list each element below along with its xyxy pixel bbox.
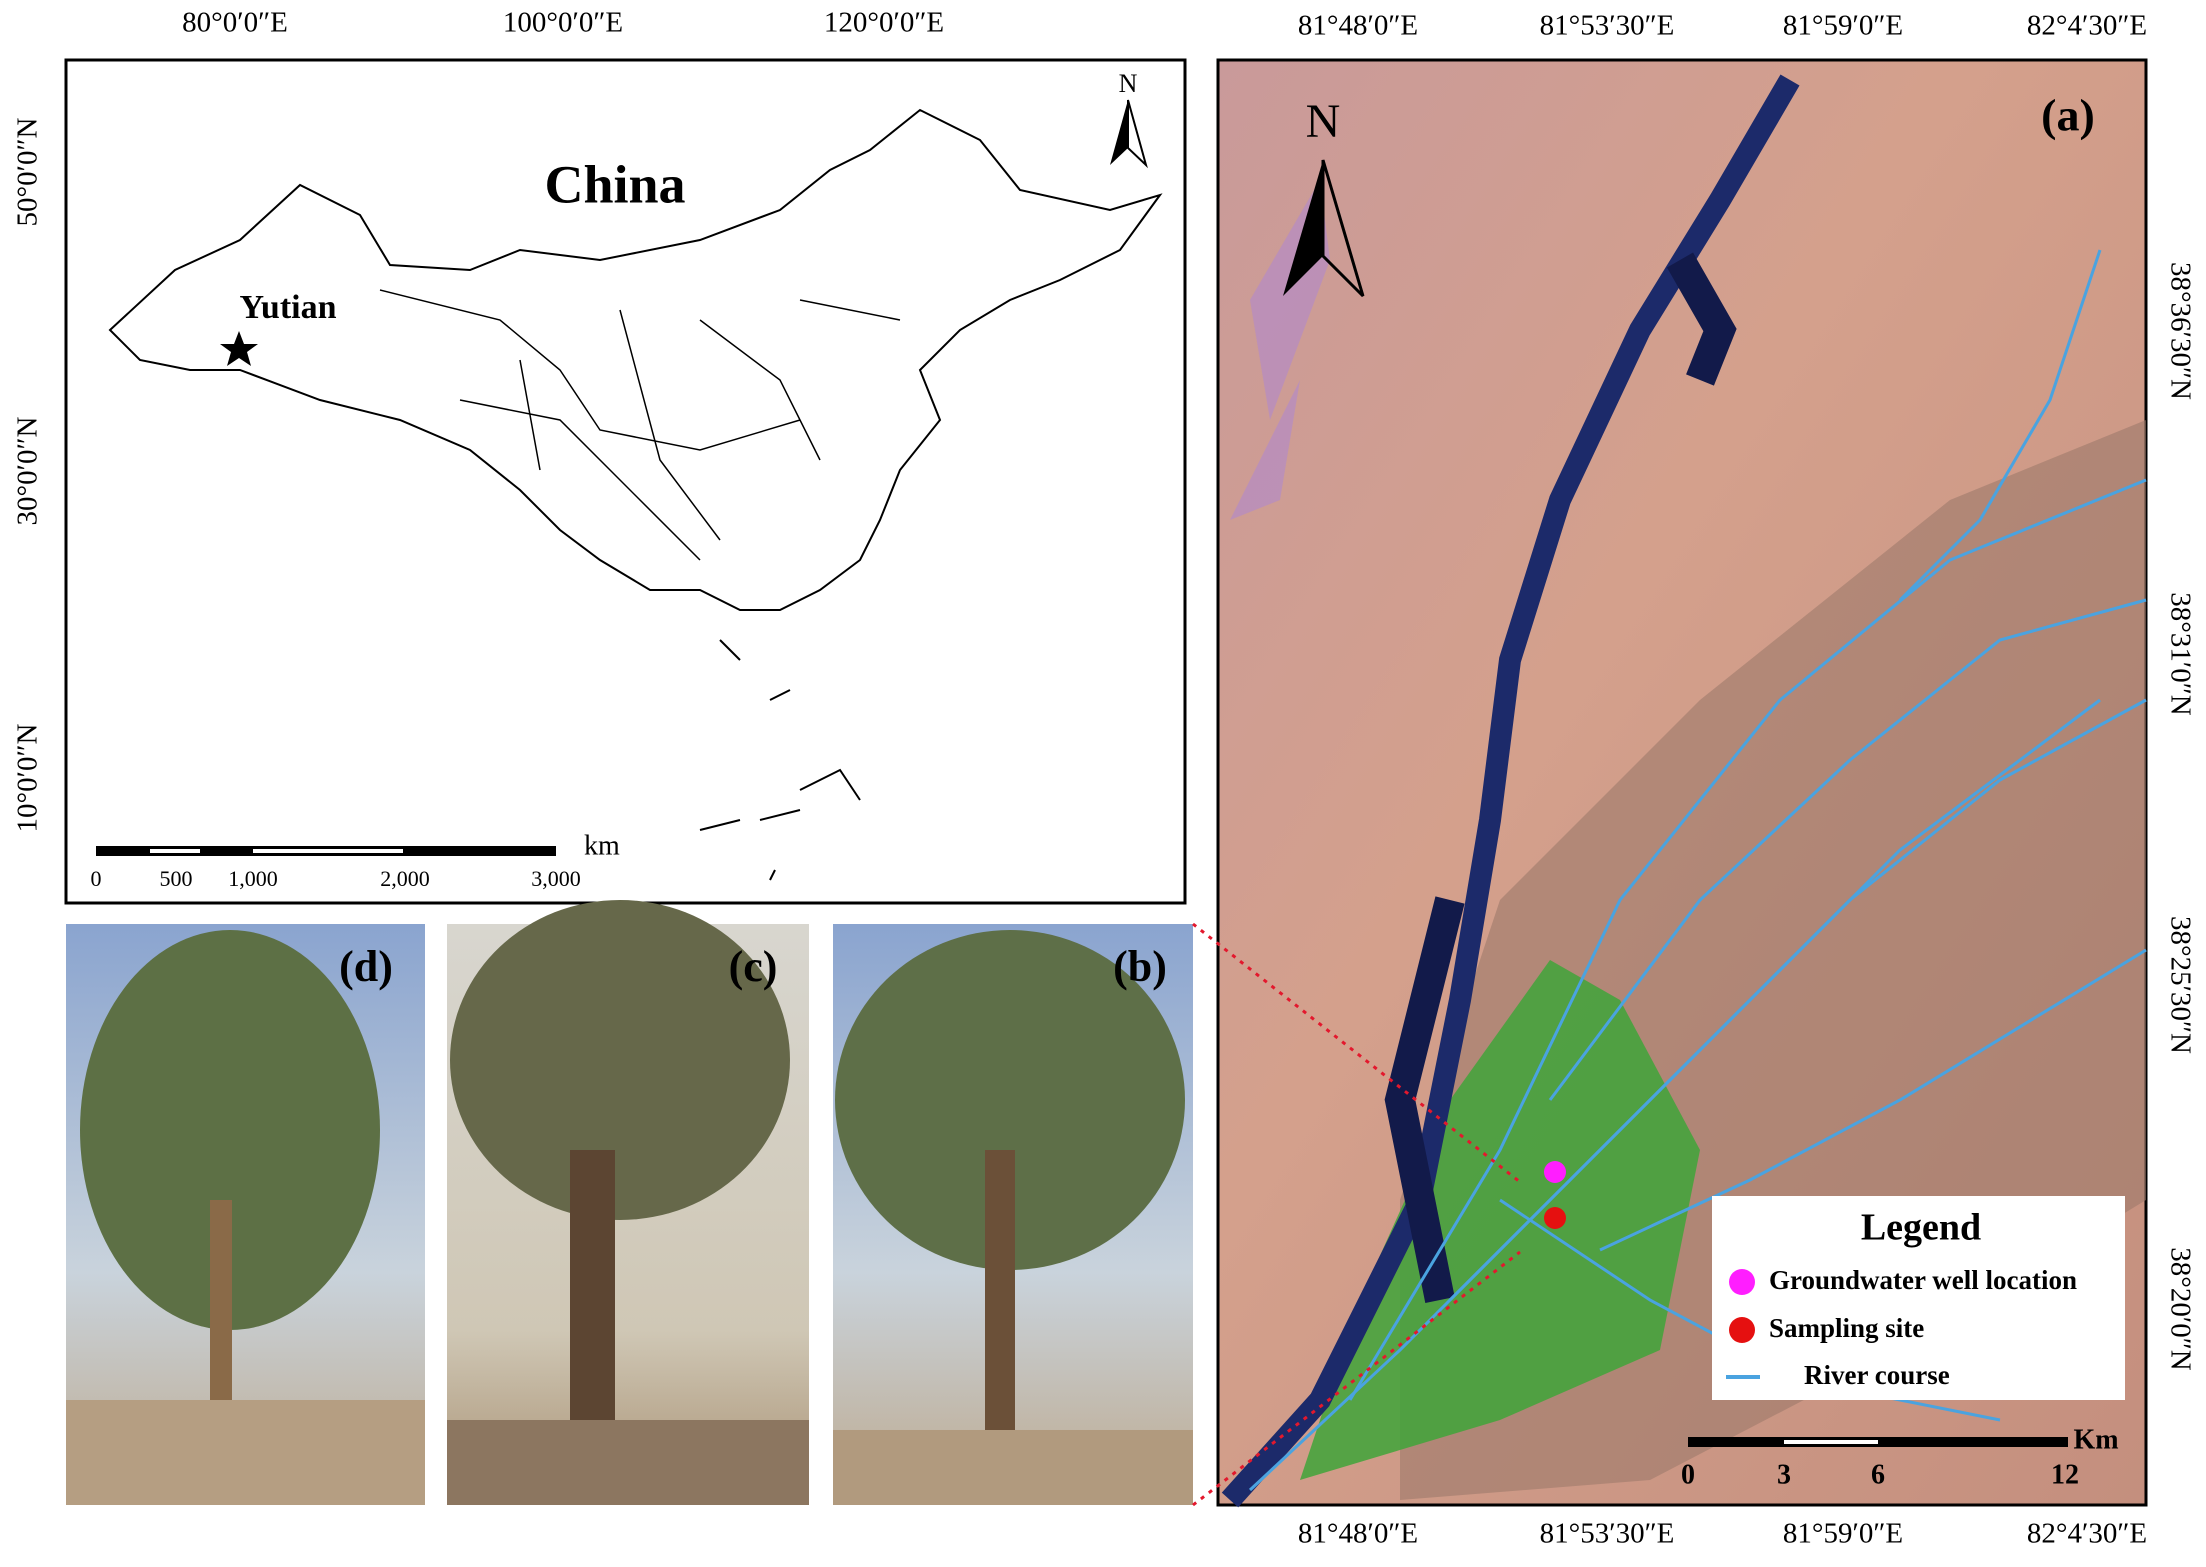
photo-label: (c) bbox=[729, 942, 778, 991]
panel-label: (a) bbox=[2041, 90, 2095, 141]
ground bbox=[833, 1430, 1193, 1505]
lat-label: 30°0′0″N bbox=[12, 416, 44, 525]
scale-label: 0 bbox=[91, 866, 102, 891]
scale-bar bbox=[1784, 1440, 1878, 1444]
tree-canopy bbox=[450, 900, 790, 1220]
north-arrow bbox=[1321, 159, 1365, 298]
north-arrow bbox=[1110, 100, 1128, 165]
scale-label: 1,000 bbox=[228, 866, 278, 891]
north-arrow bbox=[1127, 99, 1148, 169]
groundwater-well[interactable] bbox=[1544, 1161, 1566, 1183]
scale-label: 2,000 bbox=[380, 866, 430, 891]
legend-marker bbox=[1729, 1269, 1755, 1295]
dark-water bbox=[1384, 252, 1737, 1303]
province-borders bbox=[379, 289, 901, 561]
ground bbox=[66, 1400, 425, 1505]
scale-unit: Km bbox=[2073, 1424, 2118, 1455]
lat-label: 10°0′0″N bbox=[12, 723, 44, 832]
legend-title: Legend bbox=[1861, 1207, 1981, 1249]
scale-unit: km bbox=[584, 830, 620, 861]
islands bbox=[699, 639, 861, 881]
lon-label: 120°0′0″E bbox=[824, 7, 944, 39]
scale-bar bbox=[253, 849, 403, 853]
legend-label: Sampling site bbox=[1769, 1313, 1924, 1343]
lon-label: 81°48′0″E bbox=[1298, 1518, 1418, 1550]
tree-trunk bbox=[985, 1150, 1015, 1470]
north-label: N bbox=[1306, 95, 1341, 148]
yutian-star bbox=[220, 331, 258, 366]
satellite-map: (a) N 81°48′0″E 81°53′30″E 81°59′0″E 82°… bbox=[1192, 10, 2196, 1550]
photo-label: (d) bbox=[339, 942, 393, 991]
lon-label: 81°53′30″E bbox=[1540, 10, 1675, 42]
tree-canopy bbox=[80, 930, 380, 1330]
lon-label: 100°0′0″E bbox=[503, 7, 623, 39]
lon-label: 81°59′0″E bbox=[1783, 10, 1903, 42]
scale-label: 500 bbox=[160, 866, 193, 891]
lon-label: 82°4′30″E bbox=[2027, 10, 2147, 42]
tree-canopy bbox=[835, 930, 1185, 1270]
north-arrow bbox=[1283, 160, 1323, 296]
river-courses bbox=[1248, 249, 2147, 1492]
north-label: N bbox=[1119, 69, 1138, 98]
lat-label: 38°20′0″N bbox=[2164, 1247, 2196, 1371]
lon-label: 81°59′0″E bbox=[1783, 1518, 1903, 1550]
legend-box bbox=[1712, 1196, 2125, 1400]
lat-label: 38°25′30″N bbox=[2164, 916, 2196, 1054]
scale-label: 3 bbox=[1777, 1459, 1791, 1490]
ground bbox=[447, 1420, 809, 1505]
map-title: China bbox=[544, 154, 685, 214]
scale-label: 0 bbox=[1681, 1459, 1695, 1490]
sampling-site[interactable] bbox=[1544, 1207, 1566, 1229]
photo-label: (b) bbox=[1113, 942, 1167, 991]
scale-bar bbox=[150, 849, 200, 853]
legend-marker bbox=[1729, 1317, 1755, 1343]
legend: Legend Groundwater well location Samplin… bbox=[1712, 1196, 2125, 1400]
scale-label: 6 bbox=[1871, 1459, 1885, 1490]
photos: (d) (c) (b) bbox=[66, 900, 1193, 1505]
lon-label: 81°53′30″E bbox=[1540, 1518, 1675, 1550]
place-label: Yutian bbox=[239, 289, 336, 326]
legend-label: Groundwater well location bbox=[1769, 1265, 2077, 1295]
lon-label: 81°48′0″E bbox=[1298, 10, 1418, 42]
scale-label: 3,000 bbox=[531, 866, 581, 891]
lat-label: 38°36′30″N bbox=[2164, 262, 2196, 400]
scale-label: 12 bbox=[2051, 1459, 2079, 1490]
lon-label: 80°0′0″E bbox=[182, 7, 288, 39]
china-outline bbox=[108, 108, 1163, 611]
china-map: 80°0′0″E 100°0′0″E 120°0′0″E 50°0′0″N 30… bbox=[12, 7, 1187, 905]
lon-label: 82°4′30″E bbox=[2027, 1518, 2147, 1550]
lat-label: 38°31′0″N bbox=[2164, 592, 2196, 716]
lat-label: 50°0′0″N bbox=[12, 117, 44, 226]
legend-label: River course bbox=[1804, 1360, 1950, 1390]
